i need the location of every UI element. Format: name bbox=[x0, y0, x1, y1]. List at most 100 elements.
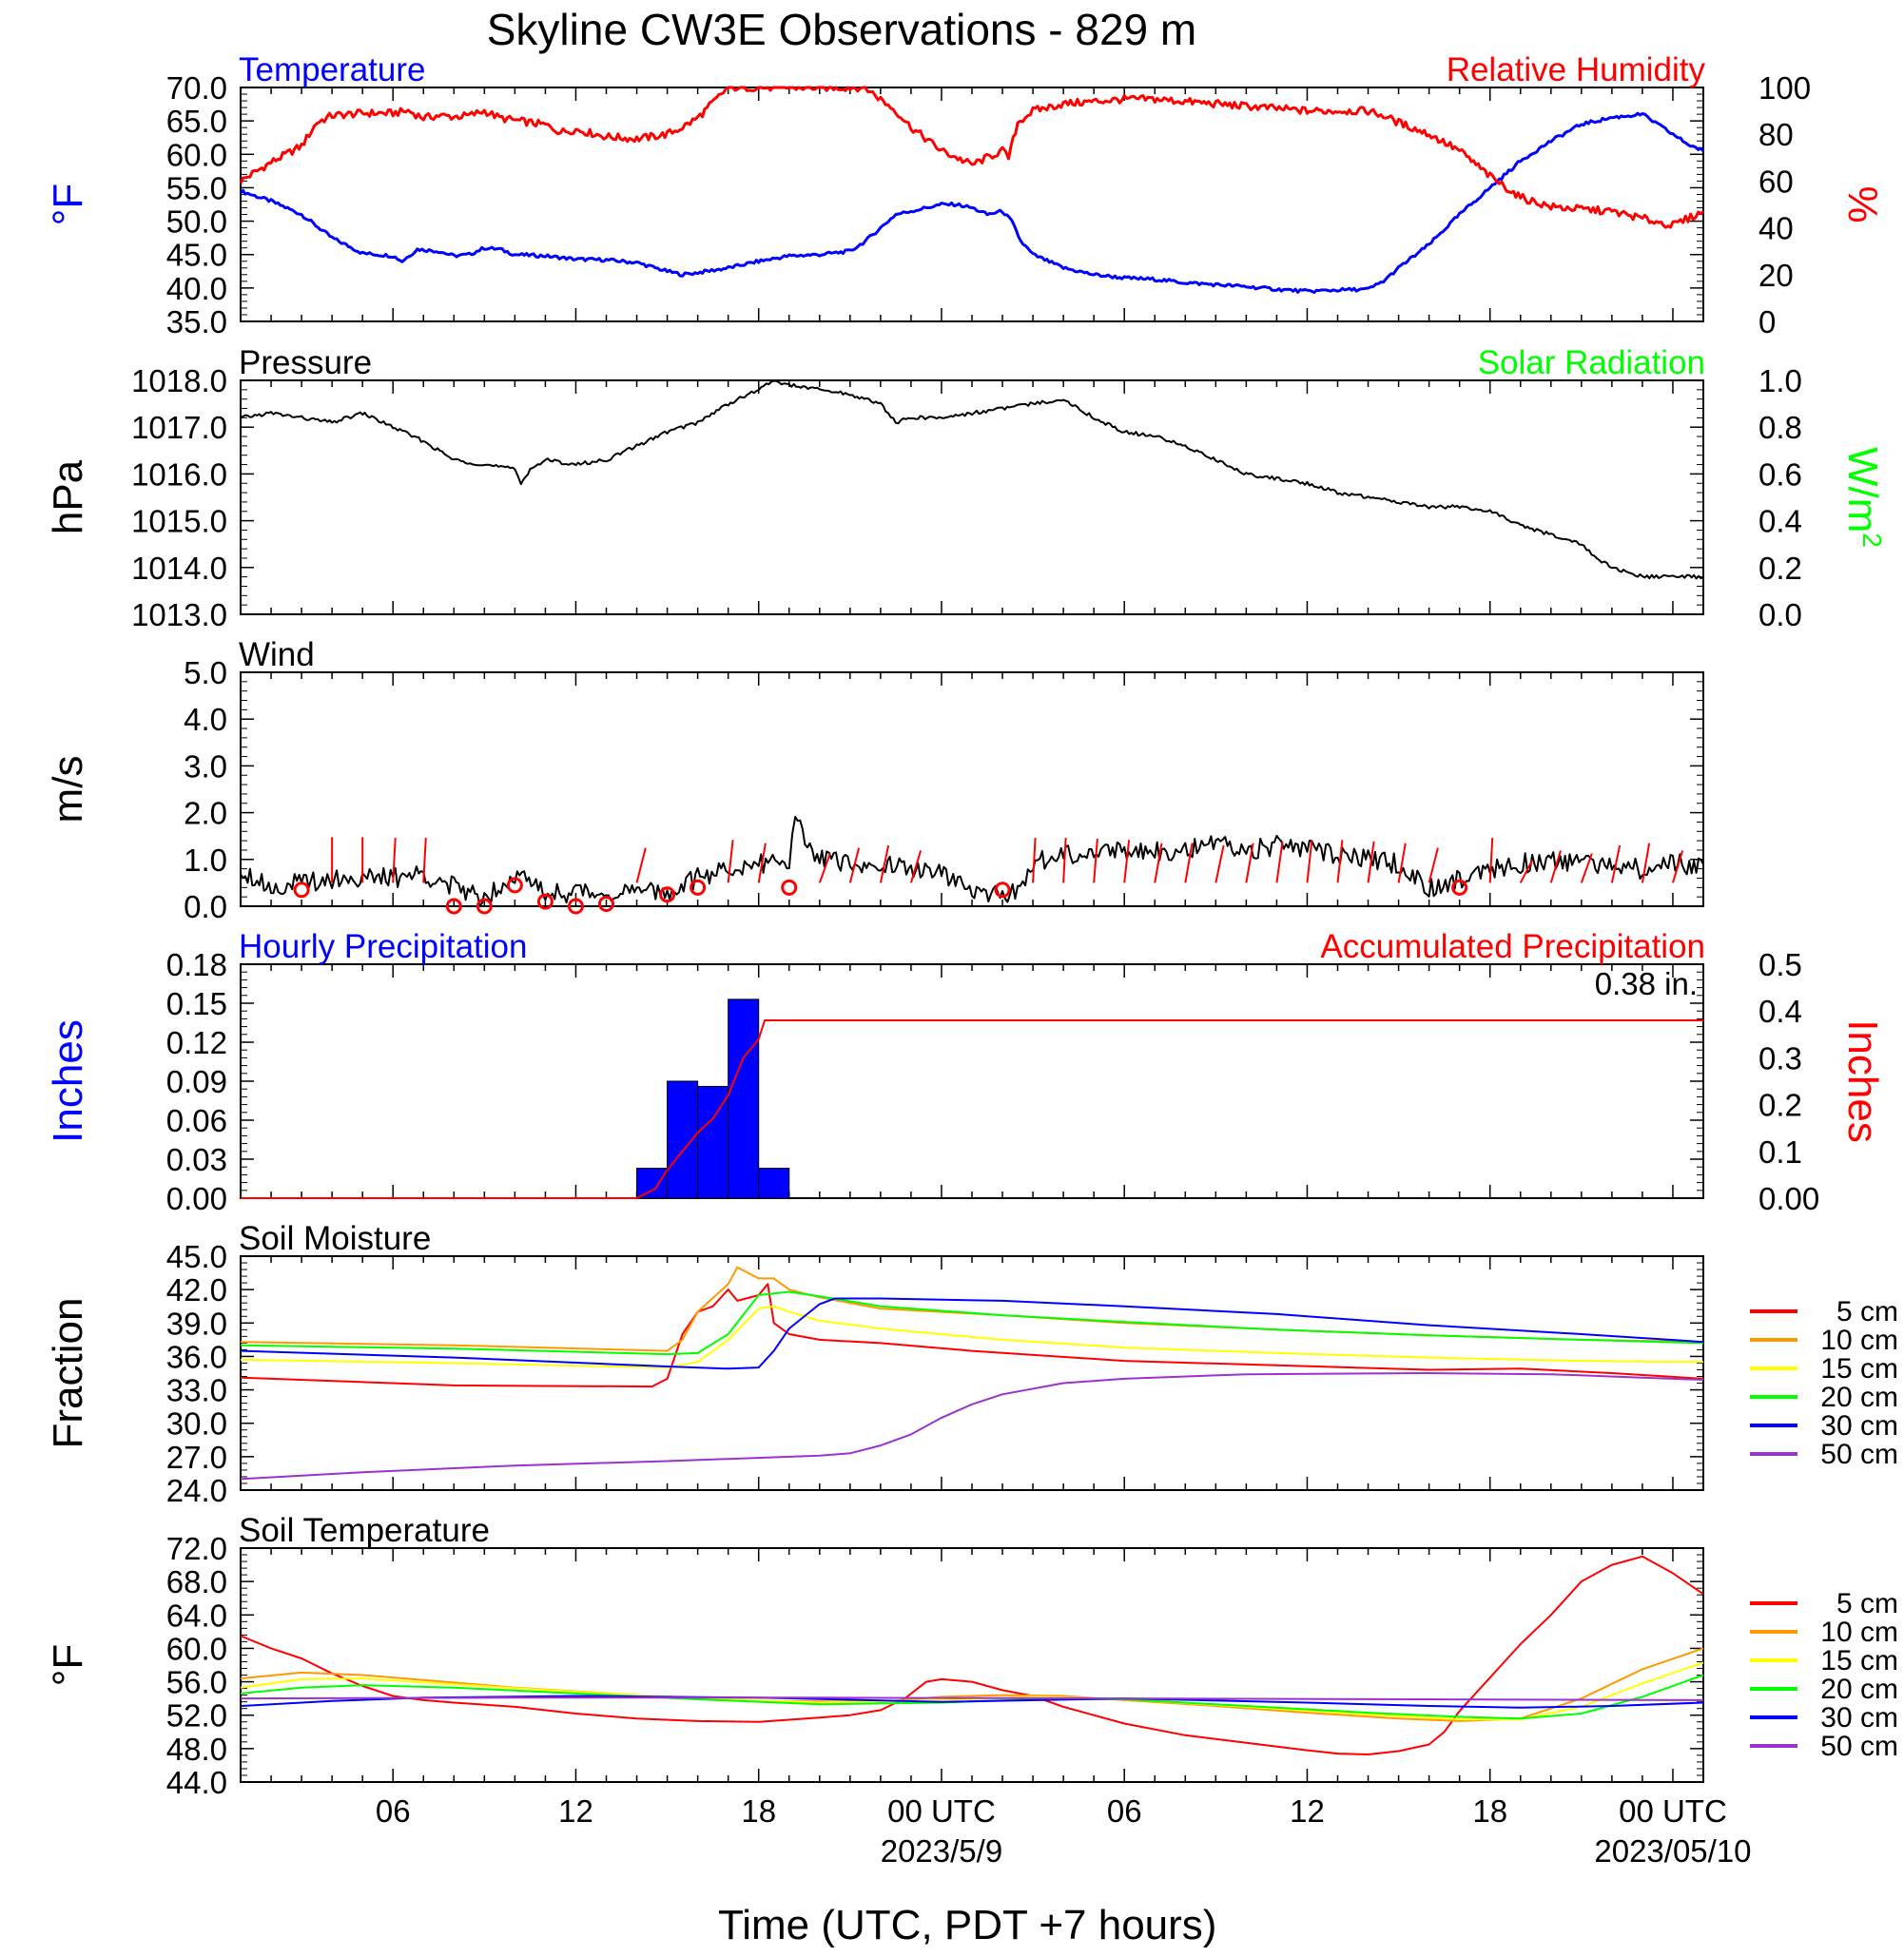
wind-barb bbox=[1214, 844, 1225, 883]
series-line bbox=[240, 379, 1704, 580]
x-axis-labels: 06 12 18 00 UTC 2023/5/9 06 12 18 00 UTC 2023/05/… bbox=[376, 1793, 1752, 1869]
y-tick-label: 60.0 bbox=[166, 1631, 227, 1666]
y-tick-label: 50.0 bbox=[166, 204, 227, 240]
wind-barb bbox=[392, 838, 397, 883]
left-axis-label: Fraction bbox=[45, 1298, 91, 1449]
wind-barb bbox=[1488, 838, 1494, 883]
y-tick-label: 5.0 bbox=[184, 655, 227, 690]
wind-barb bbox=[1397, 843, 1407, 883]
legend-label: 10 cm bbox=[1820, 1325, 1898, 1356]
right-y-tick-label: 0.1 bbox=[1758, 1134, 1802, 1170]
left-axis-label: °F bbox=[45, 1644, 91, 1686]
right-y-tick-label: 0.6 bbox=[1758, 456, 1802, 492]
y-tick-label: 1016.0 bbox=[131, 456, 227, 492]
y-tick-label: 64.0 bbox=[166, 1598, 227, 1633]
legend-label: 15 cm bbox=[1820, 1645, 1898, 1676]
wind-barb bbox=[422, 838, 427, 883]
right-y-tick-label: 60 bbox=[1758, 164, 1794, 199]
left-axis-label: hPa bbox=[45, 459, 91, 534]
right-y-tick-label: 0.2 bbox=[1758, 1088, 1802, 1123]
x-tick-label: 00 UTC bbox=[887, 1793, 996, 1829]
x-tick-label: 06 bbox=[1107, 1793, 1142, 1829]
series-line bbox=[241, 1019, 1703, 1199]
calm-wind-marker bbox=[567, 898, 584, 915]
y-tick-label: 0.12 bbox=[166, 1025, 227, 1060]
y-tick-label: 68.0 bbox=[166, 1564, 227, 1599]
right-y-tick-label: 0.0 bbox=[1758, 597, 1802, 632]
right-y-tick-label: 20 bbox=[1758, 258, 1794, 293]
y-tick-label: 1018.0 bbox=[131, 363, 227, 398]
panel-left-title: Pressure bbox=[239, 344, 372, 381]
legend-label: 5 cm bbox=[1836, 1588, 1898, 1619]
series-line bbox=[240, 1555, 1704, 1755]
wind-barb bbox=[1154, 843, 1163, 883]
y-tick-label: 52.0 bbox=[166, 1698, 227, 1734]
wind-barb bbox=[1062, 838, 1067, 883]
right-y-tick-label: 0 bbox=[1758, 304, 1776, 339]
plot-frame bbox=[240, 87, 1704, 322]
x-date-label: 2023/5/9 bbox=[881, 1833, 1002, 1869]
right-y-tick-label: 80 bbox=[1758, 117, 1794, 152]
calm-wind-marker bbox=[506, 877, 523, 894]
plot-frame bbox=[240, 963, 1704, 1199]
wind-barb bbox=[1245, 843, 1254, 883]
legend-label: 20 cm bbox=[1820, 1674, 1898, 1705]
legend-label: 30 cm bbox=[1820, 1410, 1898, 1442]
precip-bar bbox=[636, 1168, 669, 1199]
legend-label: 50 cm bbox=[1820, 1439, 1898, 1470]
panel-left-title: Temperature bbox=[239, 51, 425, 88]
plot-frame bbox=[240, 1547, 1704, 1783]
calm-wind-marker bbox=[781, 879, 798, 896]
x-tick-label: 18 bbox=[741, 1793, 776, 1829]
calm-wind-marker bbox=[690, 879, 707, 896]
wind-barb bbox=[1641, 843, 1651, 883]
panel-pressure: 1018.0 1017.0 1016.0 1015.0 1014.0 1013.0 1.0 0… bbox=[45, 344, 1888, 632]
right-y-tick-label: 40 bbox=[1758, 211, 1794, 246]
y-tick-label: 0.18 bbox=[166, 947, 227, 982]
chart-title: Skyline CW3E Observations - 829 m bbox=[486, 5, 1197, 54]
panel-soil-temperature: 72.068.064.060.056.052.048.044.0 Soil Tem… bbox=[45, 1512, 1898, 1800]
wind-barb bbox=[727, 840, 734, 883]
wind-barb bbox=[1580, 853, 1593, 883]
left-axis-label: Inches bbox=[45, 1019, 91, 1143]
x-tick-label: 12 bbox=[558, 1793, 593, 1829]
calm-wind-marker bbox=[994, 882, 1011, 899]
legend-label: 5 cm bbox=[1836, 1296, 1898, 1327]
y-tick-label: 0.03 bbox=[166, 1142, 227, 1177]
series-line bbox=[240, 1266, 1704, 1352]
right-y-tick-label: 0.8 bbox=[1758, 410, 1802, 445]
y-tick-label: 1017.0 bbox=[131, 410, 227, 445]
right-y-tick-label: 1.0 bbox=[1758, 363, 1802, 398]
panel-right-title: Solar Radiation bbox=[1478, 344, 1705, 381]
y-tick-label: 45.0 bbox=[166, 1239, 227, 1274]
series-line bbox=[239, 86, 1704, 229]
wind-barb bbox=[1306, 840, 1313, 883]
series-line bbox=[240, 815, 1704, 907]
y-tick-label: 35.0 bbox=[166, 304, 227, 339]
right-y-tick-label: 0.4 bbox=[1758, 504, 1802, 539]
plot-frame bbox=[240, 671, 1704, 907]
y-tick-label: 72.0 bbox=[166, 1531, 227, 1566]
panel-left-title: Soil Temperature bbox=[239, 1512, 490, 1549]
y-tick-label: 56.0 bbox=[166, 1665, 227, 1700]
y-tick-label: 60.0 bbox=[166, 137, 227, 172]
right-y-tick-label: 100 bbox=[1758, 70, 1811, 106]
calm-wind-marker bbox=[536, 893, 554, 910]
wind-barb bbox=[1519, 859, 1534, 883]
series-line bbox=[239, 111, 1705, 294]
y-tick-label: 45.0 bbox=[166, 238, 227, 273]
wind-barb bbox=[1275, 841, 1284, 883]
y-tick-label: 24.0 bbox=[166, 1473, 227, 1508]
right-y-tick-label: 0.5 bbox=[1758, 947, 1802, 982]
wind-barb bbox=[757, 843, 767, 883]
y-tick-label: 39.0 bbox=[166, 1306, 227, 1341]
wind-barb bbox=[909, 850, 923, 883]
series-line bbox=[240, 1283, 1704, 1388]
x-tick-label: 12 bbox=[1290, 1793, 1325, 1829]
y-tick-label: 40.0 bbox=[166, 271, 227, 306]
y-tick-label: 65.0 bbox=[166, 104, 227, 139]
y-tick-label: 1.0 bbox=[184, 843, 227, 878]
left-axis-label: °F bbox=[45, 184, 91, 225]
calm-wind-marker bbox=[1451, 879, 1468, 896]
series-line bbox=[240, 1372, 1704, 1481]
